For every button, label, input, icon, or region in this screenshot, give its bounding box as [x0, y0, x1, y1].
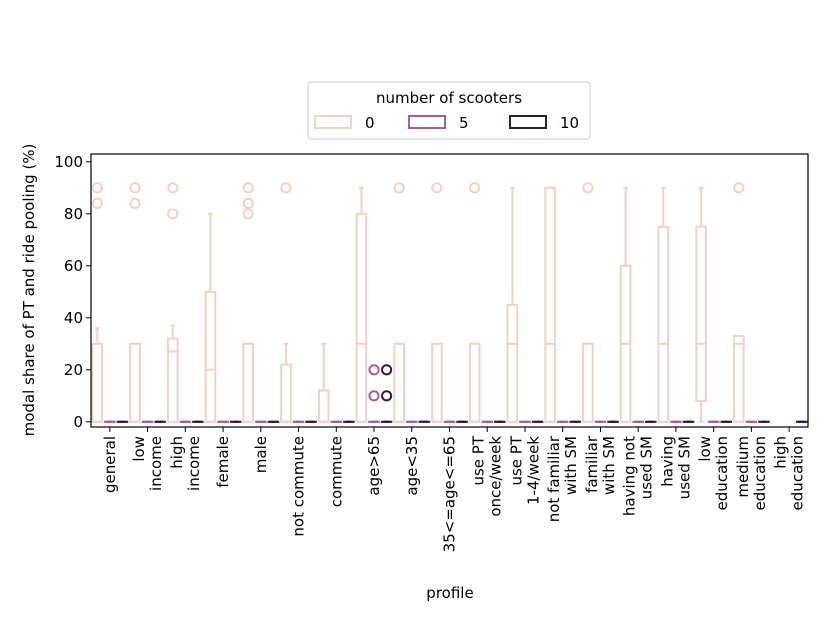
box-4 — [242, 342, 255, 423]
y-tick-label: 0 — [73, 413, 83, 431]
box-10 — [468, 342, 481, 423]
y-tick-label: 80 — [64, 205, 83, 223]
box-13 — [582, 342, 594, 423]
legend-swatch-0 — [314, 115, 352, 129]
box-3 — [204, 290, 217, 423]
outlier-point — [381, 364, 393, 376]
plot-area — [91, 182, 808, 423]
y-tick-label: 20 — [64, 361, 83, 379]
y-tick-label: 100 — [54, 153, 83, 171]
x-tick-label: use PT1-4/week — [507, 435, 542, 505]
outlier-point — [91, 197, 103, 209]
box-9 — [431, 342, 443, 423]
legend-swatch-5 — [408, 115, 446, 129]
outlier-point — [167, 208, 179, 220]
outlier-point — [469, 182, 481, 194]
x-tick-label: higheducation — [772, 436, 807, 510]
outlier-point — [242, 182, 254, 194]
x-tick-label: 35<=age<=65 — [441, 436, 459, 552]
box-15 — [657, 225, 670, 423]
box-2 — [166, 337, 179, 423]
box-8 — [393, 342, 405, 423]
x-axis-label: profile — [426, 584, 473, 602]
box-17 — [733, 335, 745, 423]
box-11 — [506, 303, 519, 423]
outlier-point — [733, 182, 745, 194]
y-tick-label: 60 — [64, 257, 83, 275]
legend-label-0: 0 — [365, 114, 375, 132]
y-axis-label: modal share of PT and ride pooling (%) — [20, 144, 38, 437]
x-tick-label: highincome — [168, 436, 203, 491]
outlier-point — [582, 182, 594, 194]
axes: 0 20 40 60 80 100 general lowincome highincome fe… — [54, 153, 809, 552]
x-tick-label: use PTonce/week — [470, 435, 505, 516]
x-tick-label: male — [252, 436, 270, 473]
box-6 — [317, 389, 330, 423]
outlier-point — [129, 197, 141, 209]
x-tick-label: not familiarwith SM — [545, 435, 580, 522]
legend-label-10: 10 — [560, 114, 579, 132]
x-tick-label: age<35 — [403, 436, 421, 496]
y-tick-label: 40 — [64, 309, 83, 327]
x-tick-label: lowincome — [130, 436, 165, 491]
outlier-point — [393, 182, 405, 194]
series-0 — [91, 182, 745, 423]
legend-swatch-10 — [509, 115, 547, 129]
x-tick-label: having notused SM — [621, 436, 656, 516]
x-tick-label: havingused SM — [658, 436, 693, 499]
x-tick-label: loweducation — [696, 436, 731, 510]
outlier-point — [280, 182, 292, 194]
outlier-point — [242, 197, 254, 209]
x-tick-label: mediumeducation — [734, 436, 769, 510]
legend-label-5: 5 — [459, 114, 469, 132]
x-tick-label: familiarwith SM — [583, 435, 618, 495]
outlier-point — [368, 390, 380, 402]
series-10 — [116, 364, 808, 423]
outlier-point — [368, 364, 380, 376]
outlier-point — [381, 390, 393, 402]
outlier-point — [431, 182, 443, 194]
outlier-point — [242, 208, 254, 220]
x-tick-label: not commute — [290, 436, 308, 537]
legend-entries: 0 5 10 — [314, 114, 579, 132]
x-tick-label: commute — [327, 436, 345, 507]
box-12 — [544, 186, 556, 423]
outlier-point — [129, 182, 141, 194]
box-0 — [91, 342, 104, 423]
box-1 — [129, 342, 141, 423]
box-5 — [280, 363, 292, 423]
box-7 — [355, 212, 368, 423]
outlier-point — [167, 182, 179, 194]
legend: number of scooters 0 5 10 — [307, 81, 591, 140]
legend-title: number of scooters — [376, 89, 522, 107]
x-tick-label: general — [101, 436, 119, 493]
box-16 — [695, 225, 707, 402]
outlier-point — [91, 182, 103, 194]
series-5 — [104, 364, 758, 423]
x-tick-label: female — [214, 436, 232, 488]
x-tick-label: age>65 — [365, 436, 383, 496]
